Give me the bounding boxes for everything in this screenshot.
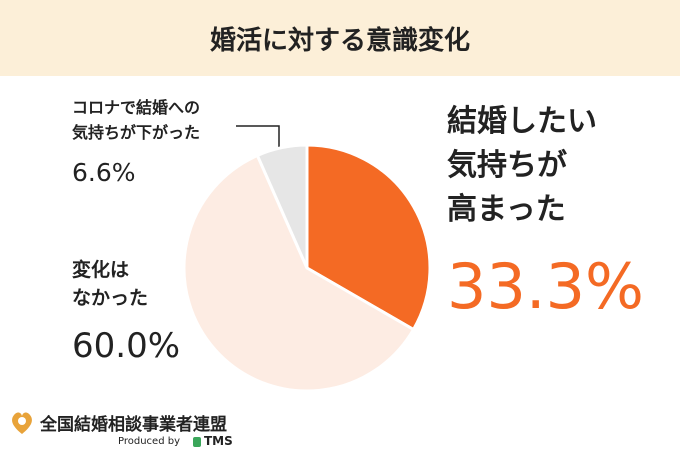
logo-dot: [18, 417, 26, 425]
pie-slice: [305, 143, 432, 332]
org-name: 全国結婚相談事業者連盟: [40, 415, 227, 435]
produced-by: Produced by: [118, 436, 180, 447]
value-label: 60.0%: [72, 326, 181, 366]
value-label: 33.3%: [447, 250, 644, 323]
brand: TMS: [204, 434, 233, 448]
slice-label: 結婚したい 気持ちが 高まった: [447, 104, 597, 227]
chart-title: 婚活に対する意識変化: [209, 26, 470, 56]
slice-label: 変化は なかった: [72, 259, 149, 309]
header-band: [0, 0, 680, 76]
pie-slice: [255, 143, 309, 269]
tms-icon: [193, 437, 201, 447]
logo: [12, 412, 32, 434]
slice-label: コロナで結婚への 気持ちが下がった: [72, 98, 201, 142]
pie-slice: [182, 153, 416, 393]
value-label: 6.6%: [72, 158, 136, 187]
